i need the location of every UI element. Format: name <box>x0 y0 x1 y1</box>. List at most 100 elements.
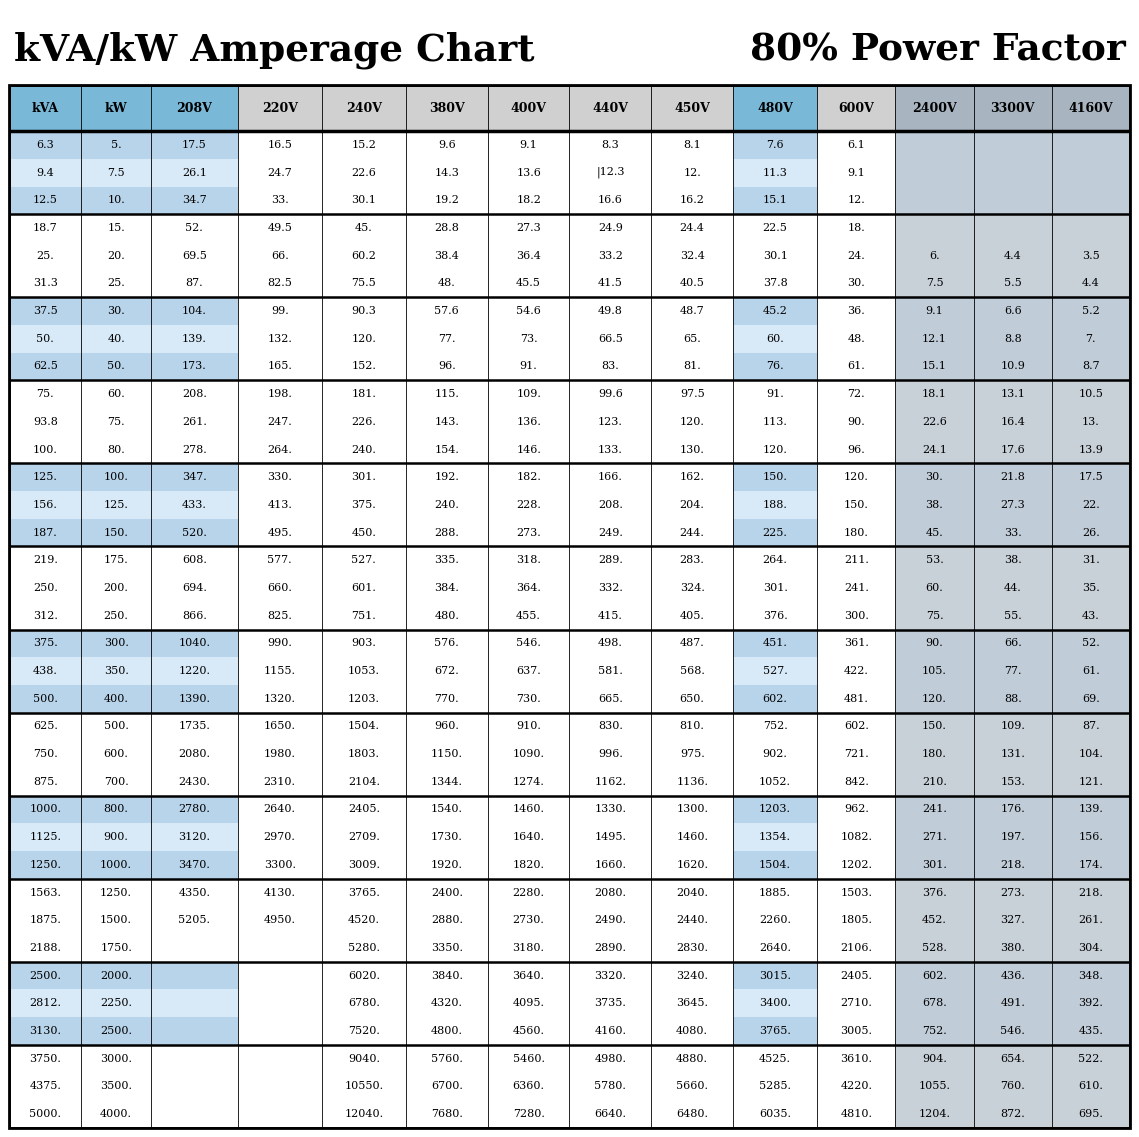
Text: 278.: 278. <box>182 445 206 455</box>
Bar <box>974 823 1051 850</box>
Text: 80% Power Factor: 80% Power Factor <box>749 32 1125 69</box>
Text: 436.: 436. <box>1000 971 1025 980</box>
Text: 2640.: 2640. <box>759 943 792 953</box>
Bar <box>405 159 487 186</box>
Bar <box>974 242 1051 269</box>
Text: 40.: 40. <box>107 334 125 343</box>
Bar <box>652 381 734 408</box>
Bar <box>487 381 570 408</box>
Bar <box>734 297 817 325</box>
Bar <box>238 601 322 630</box>
Text: 152.: 152. <box>352 362 376 372</box>
Bar <box>81 823 151 850</box>
Bar <box>81 85 151 131</box>
Bar <box>9 989 81 1018</box>
Bar <box>238 464 322 491</box>
Bar <box>817 601 895 630</box>
Bar <box>1051 491 1130 518</box>
Text: 304.: 304. <box>1079 943 1104 953</box>
Bar <box>895 574 974 601</box>
Bar <box>238 684 322 713</box>
Bar <box>238 935 322 962</box>
Text: 228.: 228. <box>516 500 541 509</box>
Text: 90.: 90. <box>926 638 943 648</box>
Text: 21.8: 21.8 <box>1000 472 1025 482</box>
Text: kW: kW <box>105 101 128 115</box>
Text: 31.3: 31.3 <box>33 279 58 289</box>
Bar <box>1051 297 1130 325</box>
Text: 1250.: 1250. <box>30 860 62 870</box>
Text: 10.: 10. <box>107 196 125 206</box>
Bar <box>151 574 238 601</box>
Bar <box>652 906 734 935</box>
Text: 1040.: 1040. <box>179 638 211 648</box>
Text: 283.: 283. <box>680 555 705 565</box>
Bar <box>652 159 734 186</box>
Bar <box>9 381 81 408</box>
Text: 6.: 6. <box>929 251 940 260</box>
Text: 35.: 35. <box>1082 583 1099 594</box>
Text: 3735.: 3735. <box>595 998 626 1009</box>
Bar <box>652 131 734 159</box>
Bar <box>974 879 1051 906</box>
Text: 36.4: 36.4 <box>516 251 541 260</box>
Bar <box>81 159 151 186</box>
Text: 55.: 55. <box>1003 611 1022 621</box>
Bar <box>487 740 570 767</box>
Text: 24.7: 24.7 <box>268 167 292 177</box>
Bar <box>734 352 817 381</box>
Bar <box>895 131 974 159</box>
Text: 16.2: 16.2 <box>680 196 705 206</box>
Bar <box>570 850 652 879</box>
Text: 375.: 375. <box>352 500 376 509</box>
Bar <box>652 767 734 796</box>
Bar <box>817 159 895 186</box>
Bar <box>487 159 570 186</box>
Bar <box>734 684 817 713</box>
Text: 96.: 96. <box>439 362 456 372</box>
Bar <box>81 131 151 159</box>
Text: 4000.: 4000. <box>100 1109 132 1119</box>
Bar <box>405 435 487 464</box>
Bar <box>734 408 817 435</box>
Bar <box>652 630 734 657</box>
Text: 218.: 218. <box>1079 888 1104 897</box>
Text: 48.: 48. <box>847 334 866 343</box>
Bar <box>81 574 151 601</box>
Text: 2500.: 2500. <box>30 971 62 980</box>
Text: 1320.: 1320. <box>264 694 296 704</box>
Bar <box>1051 1101 1130 1128</box>
Bar <box>81 352 151 381</box>
Bar <box>570 1101 652 1128</box>
Bar <box>734 242 817 269</box>
Text: 3009.: 3009. <box>347 860 380 870</box>
Bar <box>9 850 81 879</box>
Text: 866.: 866. <box>182 611 207 621</box>
Text: 2106.: 2106. <box>841 943 872 953</box>
Bar <box>895 601 974 630</box>
Text: 13.1: 13.1 <box>1000 389 1025 399</box>
Text: 650.: 650. <box>680 694 705 704</box>
Bar <box>81 269 151 297</box>
Bar <box>81 1018 151 1045</box>
Bar <box>81 630 151 657</box>
Text: 61.: 61. <box>847 362 866 372</box>
Text: 330.: 330. <box>268 472 292 482</box>
Text: 1390.: 1390. <box>179 694 211 704</box>
Text: 125.: 125. <box>33 472 58 482</box>
Text: 16.5: 16.5 <box>268 140 292 150</box>
Bar <box>322 823 405 850</box>
Text: 5660.: 5660. <box>677 1081 708 1092</box>
Bar <box>322 1018 405 1045</box>
Bar <box>487 767 570 796</box>
Bar <box>817 85 895 131</box>
Bar <box>974 85 1051 131</box>
Text: 208.: 208. <box>182 389 207 399</box>
Text: 12.5: 12.5 <box>33 196 58 206</box>
Bar <box>570 962 652 989</box>
Bar <box>734 1072 817 1101</box>
Bar <box>81 962 151 989</box>
Text: 10.9: 10.9 <box>1000 362 1025 372</box>
Bar <box>817 1018 895 1045</box>
Text: 247.: 247. <box>268 417 292 426</box>
